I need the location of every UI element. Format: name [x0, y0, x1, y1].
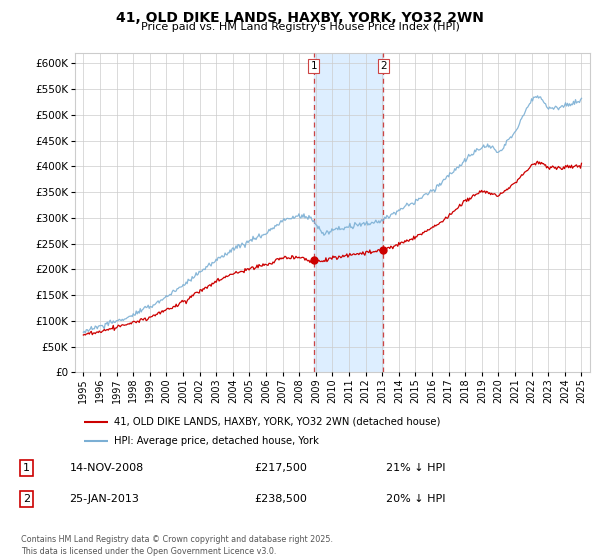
- Text: HPI: Average price, detached house, York: HPI: Average price, detached house, York: [113, 436, 319, 446]
- Text: 25-JAN-2013: 25-JAN-2013: [70, 494, 139, 504]
- Text: 41, OLD DIKE LANDS, HAXBY, YORK, YO32 2WN: 41, OLD DIKE LANDS, HAXBY, YORK, YO32 2W…: [116, 11, 484, 25]
- Text: 14-NOV-2008: 14-NOV-2008: [70, 463, 144, 473]
- Text: Contains HM Land Registry data © Crown copyright and database right 2025.
This d: Contains HM Land Registry data © Crown c…: [21, 535, 333, 556]
- Text: 21% ↓ HPI: 21% ↓ HPI: [386, 463, 446, 473]
- Text: 2: 2: [23, 494, 30, 504]
- Text: £217,500: £217,500: [254, 463, 307, 473]
- Text: 41, OLD DIKE LANDS, HAXBY, YORK, YO32 2WN (detached house): 41, OLD DIKE LANDS, HAXBY, YORK, YO32 2W…: [113, 417, 440, 427]
- Text: £238,500: £238,500: [254, 494, 307, 504]
- Text: 1: 1: [310, 61, 317, 71]
- Text: 20% ↓ HPI: 20% ↓ HPI: [386, 494, 446, 504]
- Bar: [314, 53, 383, 372]
- Text: 2: 2: [380, 61, 386, 71]
- Text: 1: 1: [23, 463, 30, 473]
- Text: Price paid vs. HM Land Registry's House Price Index (HPI): Price paid vs. HM Land Registry's House …: [140, 22, 460, 32]
